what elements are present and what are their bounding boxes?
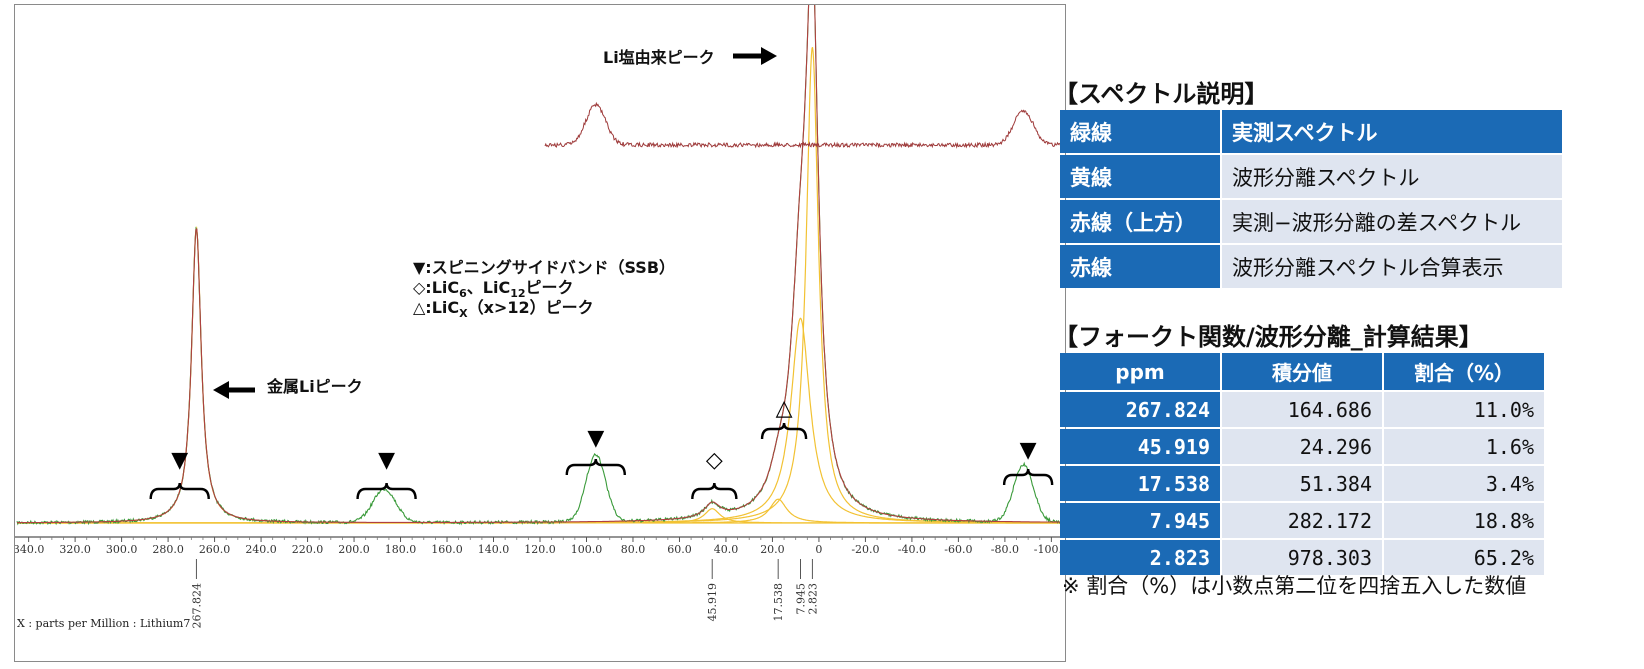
lic-marker-icon: ◇ [706,448,723,473]
licx-marker-icon: △ [776,396,793,421]
x-tick-label: 220.0 [292,543,324,556]
peak-bracket [149,482,210,500]
cell-integral: 282.172 [1222,503,1382,538]
cell-ratio: 11.0% [1384,392,1544,427]
result-table-title: 【フォークト関数/波形分離_計算結果】 [1054,323,1483,351]
row-key: 緑線 [1060,110,1220,153]
fit-sum-curve [17,5,1063,524]
row-key: 赤線 [1060,245,1220,288]
peak-position-label: 45.919 [706,583,719,622]
x-tick-label: -40.0 [898,543,926,556]
table-row: 267.824 164.686 11.0% [1060,392,1544,427]
spectrum-table-row: 赤線 波形分離スペクトル合算表示 [1060,245,1562,288]
x-tick-label: 240.0 [245,543,277,556]
legend-ssb: ▼:スピニングサイドバンド（SSB） [413,258,675,277]
x-tick-label: 140.0 [478,543,510,556]
cell-ratio: 3.4% [1384,466,1544,501]
row-value: 波形分離スペクトル [1222,155,1562,198]
fit-component-curve [17,317,1063,524]
x-tick-label: 200.0 [338,543,370,556]
x-tick-label: -100.0 [1034,543,1065,556]
peak-position-label: 17.538 [772,583,785,622]
cell-ppm: 45.919 [1060,429,1220,464]
metal-li-peak-label: 金属Liピーク [266,377,363,396]
cell-integral: 164.686 [1222,392,1382,427]
row-value: 波形分離スペクトル合算表示 [1222,245,1562,288]
legend-licx: △:LiCX（x>12）ピーク [413,298,594,320]
table-row: 17.538 51.384 3.4% [1060,466,1544,501]
cell-ppm: 267.824 [1060,392,1220,427]
x-tick-label: 280.0 [152,543,184,556]
x-tick-label: 80.0 [621,543,646,556]
spectrum-chart: 340.0 320.0 300.0 280.0 260.0 240.0 220.0 200.0… [15,5,1065,630]
row-value: 実測スペクトル [1222,110,1562,153]
col-header-ppm: ppm [1060,353,1220,390]
spectrum-table-row: 赤線（上方） 実測−波形分離の差スペクトル [1060,200,1562,243]
peak-position-label: 267.824 [190,583,203,629]
legend-lic6-lic12: ◇:LiC6、LiC12ピーク [413,278,574,300]
x-axis-unit-label: X : parts per Million : Lithium7 [17,617,190,630]
x-tick-label: 0 [815,543,822,556]
peak-position-label: 2.823 [806,583,819,615]
x-tick-label: 180.0 [385,543,417,556]
cell-integral: 51.384 [1222,466,1382,501]
ssb-marker-icon: ▼ [171,448,188,473]
x-tick-label: 20.0 [760,543,785,556]
cell-integral: 24.296 [1222,429,1382,464]
table-row: 45.919 24.296 1.6% [1060,429,1544,464]
col-header-ratio: 割合（%） [1384,353,1544,390]
spectrum-table: 緑線 実測スペクトル 黄線 波形分離スペクトル 赤線（上方） 実測−波形分離の差スペクトル… [1058,108,1564,290]
spectrum-chart-frame: 340.0 320.0 300.0 280.0 260.0 240.0 220.0 200.0… [14,4,1066,662]
x-tick-label: 300.0 [106,543,138,556]
row-value: 実測−波形分離の差スペクトル [1222,200,1562,243]
spectrum-table-row: 緑線 実測スペクトル [1060,110,1562,153]
x-tick-label: -80.0 [991,543,1019,556]
cell-ratio: 65.2% [1384,540,1544,575]
x-tick-label: 320.0 [59,543,91,556]
col-header-integral: 積分値 [1222,353,1382,390]
spectrum-table-row: 黄線 波形分離スペクトル [1060,155,1562,198]
ssb-marker-icon: ▼ [1020,438,1037,463]
x-tick-label: 100.0 [571,543,603,556]
table-row: 2.823 978.303 65.2% [1060,540,1544,575]
cell-ppm: 2.823 [1060,540,1220,575]
table-row: 7.945 282.172 18.8% [1060,503,1544,538]
ssb-marker-icon: ▼ [587,426,604,451]
peak-bracket [760,422,808,440]
arrow-right-icon [733,47,777,65]
x-tick-label: 340.0 [15,543,44,556]
x-tick-label: 40.0 [714,543,739,556]
cell-ppm: 7.945 [1060,503,1220,538]
peak-bracket [1002,468,1054,486]
peak-position-label: 7.945 [794,583,807,615]
x-tick-label: -20.0 [851,543,879,556]
x-tick-label: 160.0 [431,543,463,556]
cell-ratio: 1.6% [1384,429,1544,464]
peak-bracket [691,482,738,500]
cell-integral: 978.303 [1222,540,1382,575]
spectrum-table-title: 【スペクトル説明】 [1054,80,1269,108]
x-tick-label: 260.0 [199,543,231,556]
row-key: 黄線 [1060,155,1220,198]
ssb-marker-icon: ▼ [378,448,395,473]
li-salt-peak-label: Li塩由来ピーク [603,48,715,67]
x-tick-label: 120.0 [524,543,556,556]
cell-ratio: 18.8% [1384,503,1544,538]
arrow-left-icon [213,381,255,399]
difference-spectrum-curve [544,101,1063,149]
peak-bracket [565,458,626,476]
cell-ppm: 17.538 [1060,466,1220,501]
row-key: 赤線（上方） [1060,200,1220,243]
result-note: ※ 割合（%）は小数点第二位を四捨五入した数値 [1062,574,1527,598]
x-tick-label: 60.0 [667,543,692,556]
x-tick-label: -60.0 [944,543,972,556]
peak-bracket [356,482,417,500]
result-table: ppm 積分値 割合（%） 267.824 164.686 11.0% 45.919 2… [1058,351,1546,577]
